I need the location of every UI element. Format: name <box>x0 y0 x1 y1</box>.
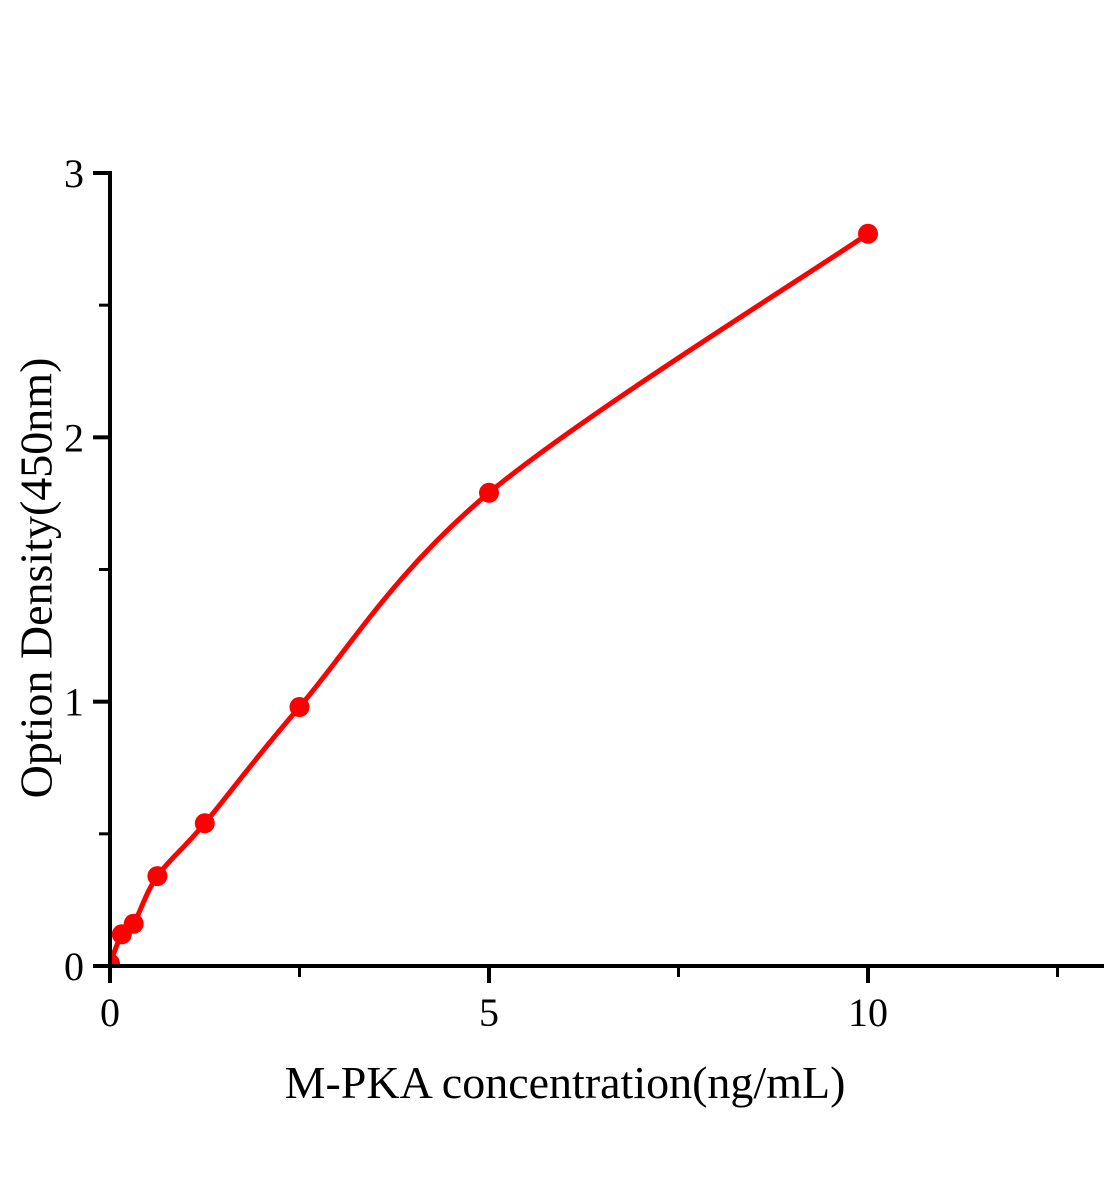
data-point <box>123 913 144 934</box>
y-tick-label: 2 <box>64 415 84 460</box>
x-tick-label: 10 <box>848 990 888 1035</box>
data-point <box>858 223 878 244</box>
y-axis-title: Option Density(450nm) <box>10 357 62 799</box>
data-point <box>479 482 499 503</box>
x-tick-label: 0 <box>100 990 120 1035</box>
x-tick-label: 5 <box>479 990 499 1035</box>
y-tick-label: 3 <box>64 151 84 196</box>
y-tick-label: 1 <box>64 680 84 725</box>
x-axis-title: M-PKA concentration(ng/mL) <box>284 1057 846 1108</box>
data-point <box>289 697 310 717</box>
data-point <box>147 866 168 887</box>
y-tick-label: 0 <box>64 944 84 989</box>
data-point <box>112 953 120 964</box>
data-point <box>194 813 215 834</box>
fit-curve <box>112 231 870 964</box>
